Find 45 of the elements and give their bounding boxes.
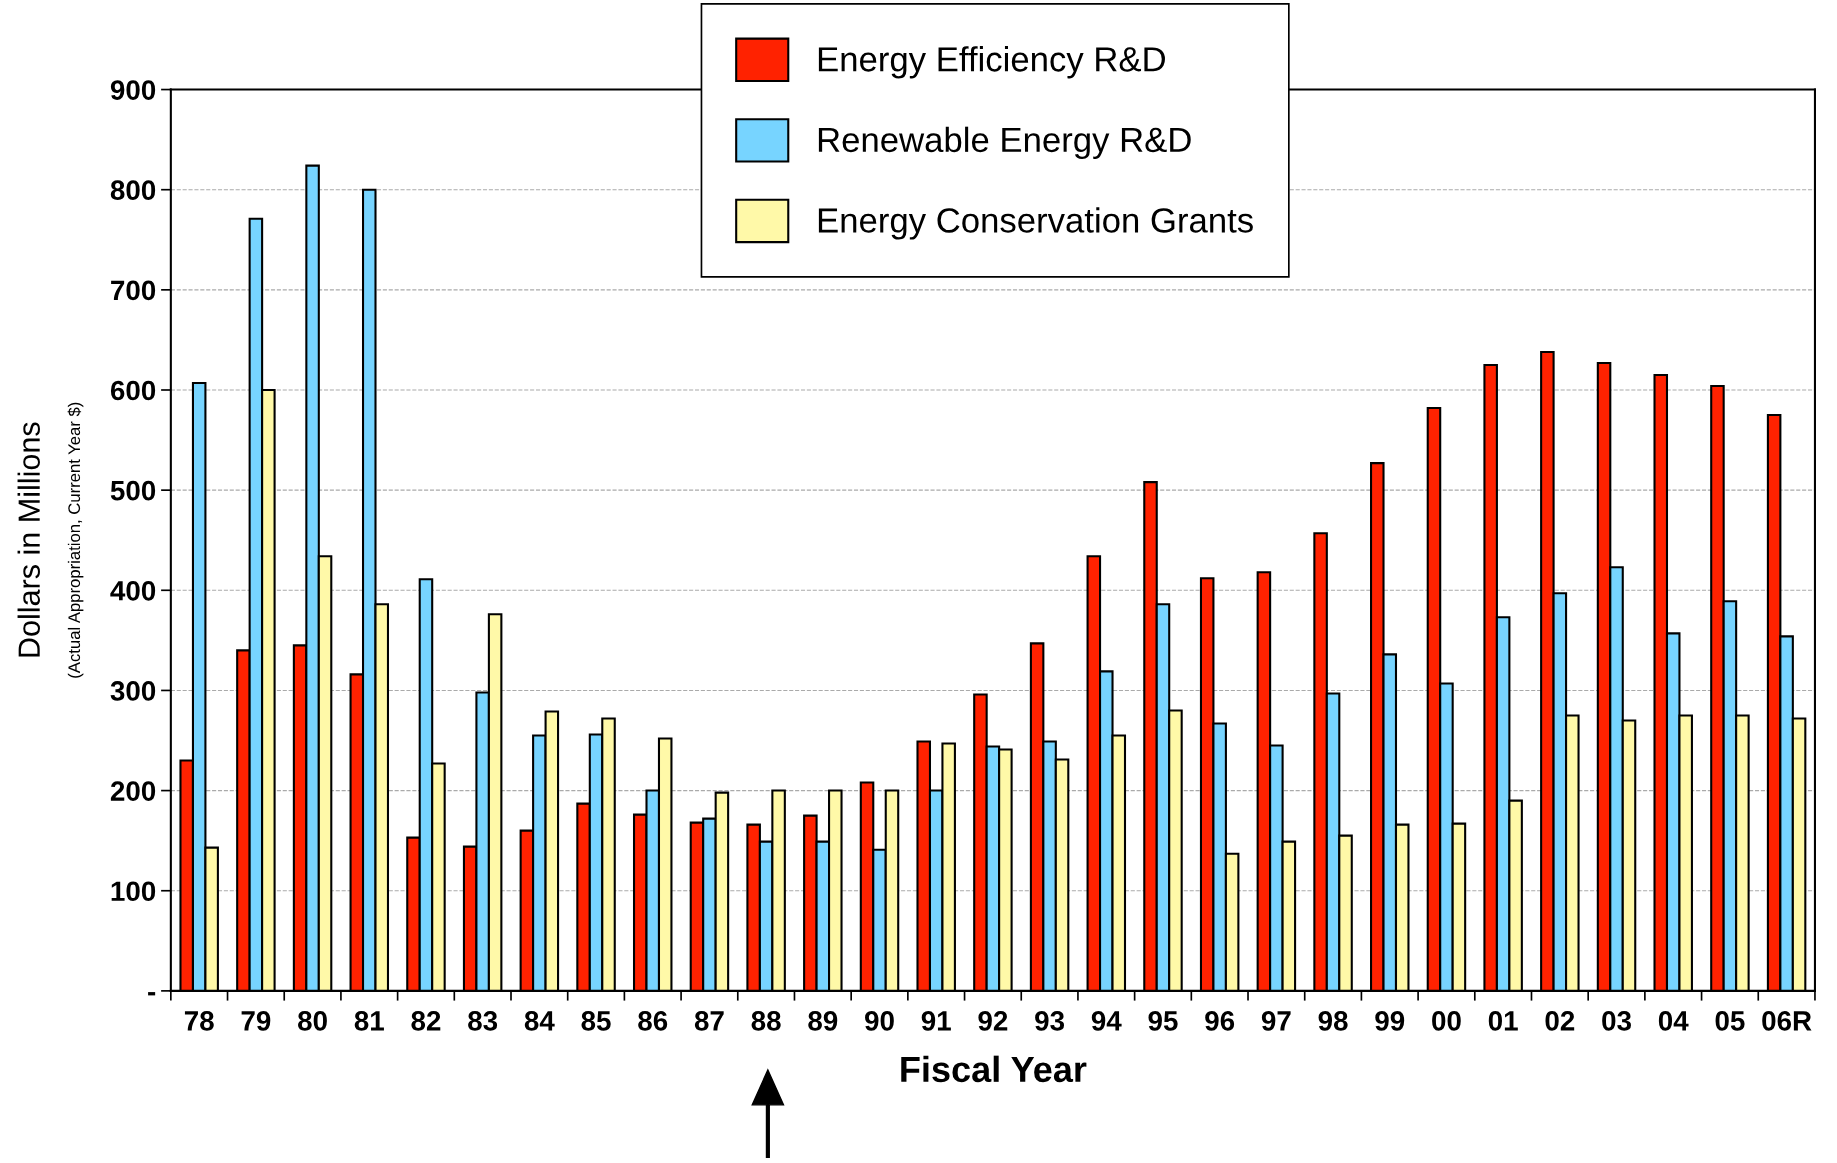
- x-tick-label: 01: [1488, 1011, 1518, 1031]
- y-tick-label: 900: [110, 80, 156, 100]
- x-tick-label: 82: [411, 1011, 441, 1031]
- x-tick-label: 81: [354, 1011, 384, 1031]
- y-tick-label: 200: [110, 781, 156, 801]
- x-tick-label: 85: [581, 1011, 611, 1031]
- y-axis-title: Dollars in Millions: [17, 422, 40, 657]
- y-tick-label: -: [148, 992, 156, 996]
- x-tick-label: 05: [1715, 1011, 1745, 1031]
- x-tick-label: 97: [1261, 1011, 1291, 1031]
- legend-label: Energy Conservation Grants: [818, 207, 1253, 240]
- text: (Actual Appropriation, Current Year $): [67, 402, 84, 678]
- x-tick-label: 90: [865, 1011, 894, 1031]
- x-tick-label: 94: [1091, 1011, 1122, 1031]
- y-tick-label: 300: [110, 681, 156, 701]
- x-tick-label: 02: [1545, 1011, 1575, 1031]
- x-tick-label: 96: [1205, 1011, 1235, 1031]
- y-tick-label: 700: [111, 280, 156, 301]
- x-tick-label: 87: [694, 1011, 724, 1031]
- x-tick-label: 92: [978, 1011, 1008, 1031]
- x-tick-label: 86: [638, 1011, 668, 1031]
- y-tick-label: 100: [111, 881, 156, 902]
- y-tick-label: 500: [110, 480, 156, 501]
- x-tick-label: 88: [751, 1011, 781, 1031]
- x-tick-label: 93: [1035, 1011, 1065, 1031]
- y-tick-label: 400: [110, 580, 156, 601]
- x-tick-label: 95: [1148, 1011, 1178, 1031]
- x-tick-label: 03: [1602, 1011, 1631, 1031]
- legend-label: Energy Efficiency R&D: [818, 46, 1165, 79]
- x-tick-label: 99: [1375, 1011, 1405, 1031]
- legend-label: Renewable Energy R&D: [818, 126, 1191, 160]
- y-tick-label: 800: [110, 180, 156, 201]
- x-tick-label: 84: [524, 1011, 555, 1031]
- x-tick-label: 80: [298, 1011, 327, 1031]
- x-tick-label: 83: [468, 1011, 498, 1031]
- x-tick-label: 98: [1318, 1011, 1348, 1031]
- x-tick-label: 89: [808, 1011, 838, 1031]
- x-tick-label: 06R: [1762, 1011, 1812, 1031]
- y-tick-label: 600: [110, 380, 156, 401]
- x-tick-label: 79: [241, 1011, 271, 1031]
- x-tick-label: 00: [1432, 1011, 1461, 1031]
- x-tick-label: 91: [921, 1011, 951, 1031]
- x-tick-label: 78: [184, 1011, 214, 1031]
- x-tick-label: 04: [1658, 1011, 1689, 1031]
- x-axis-title: Fiscal Year: [901, 1055, 1087, 1083]
